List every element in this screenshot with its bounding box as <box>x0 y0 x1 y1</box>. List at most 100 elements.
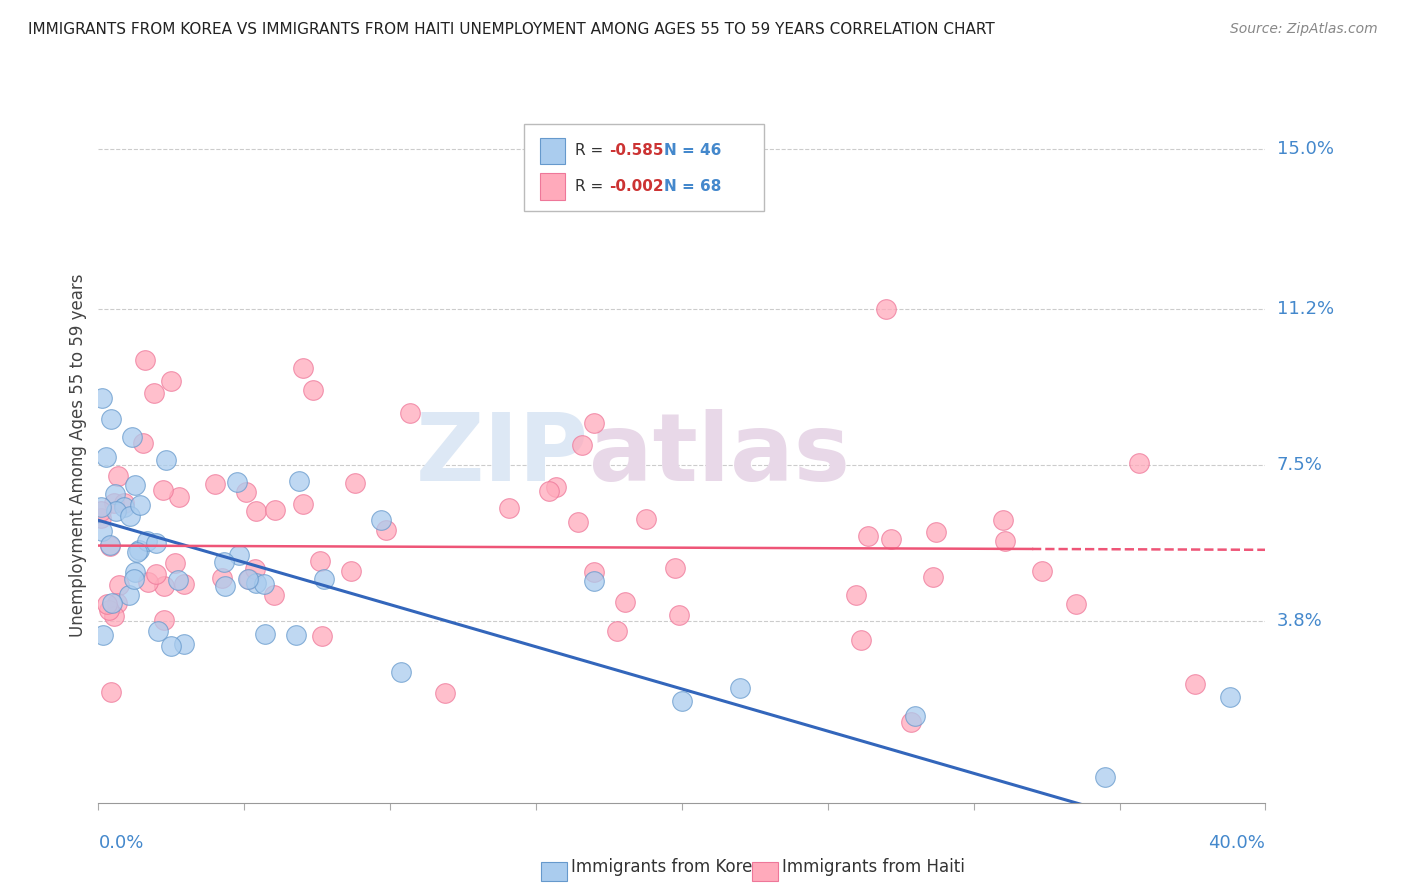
Point <box>173 577 195 591</box>
Point <box>875 302 897 317</box>
Point <box>100 538 122 552</box>
Point <box>849 633 872 648</box>
Text: -0.585: -0.585 <box>610 144 664 159</box>
Point <box>994 534 1017 549</box>
Point <box>96 597 118 611</box>
Point <box>122 572 145 586</box>
Point <box>991 513 1014 527</box>
Text: Immigrants from Korea: Immigrants from Korea <box>571 858 762 876</box>
Point <box>399 406 422 420</box>
Point <box>389 665 412 680</box>
Point <box>921 570 943 584</box>
Text: Immigrants from Haiti: Immigrants from Haiti <box>782 858 965 876</box>
Point <box>1219 690 1241 705</box>
Point <box>900 714 922 729</box>
Text: R =: R = <box>575 144 603 159</box>
Point <box>152 483 174 498</box>
FancyBboxPatch shape <box>524 124 763 211</box>
Point <box>160 639 183 653</box>
Point <box>153 613 176 627</box>
Point <box>100 412 122 426</box>
Point <box>226 475 249 489</box>
Point <box>108 578 131 592</box>
Point <box>544 480 567 494</box>
Text: IMMIGRANTS FROM KOREA VS IMMIGRANTS FROM HAITI UNEMPLOYMENT AMONG AGES 55 TO 59 : IMMIGRANTS FROM KOREA VS IMMIGRANTS FROM… <box>28 22 995 37</box>
Point <box>1184 676 1206 690</box>
Point <box>107 468 129 483</box>
Point <box>167 490 190 504</box>
Point <box>214 555 236 569</box>
Point <box>90 504 112 518</box>
Point <box>433 686 456 700</box>
Text: ZIP: ZIP <box>416 409 589 501</box>
Point <box>613 595 636 609</box>
Point <box>173 637 195 651</box>
Point <box>254 627 277 641</box>
Y-axis label: Unemployment Among Ages 55 to 59 years: Unemployment Among Ages 55 to 59 years <box>69 273 87 637</box>
Point <box>98 603 121 617</box>
Point <box>537 483 560 498</box>
Point <box>94 450 117 464</box>
Point <box>153 579 176 593</box>
Point <box>118 509 141 524</box>
Point <box>145 535 167 549</box>
Point <box>235 484 257 499</box>
Bar <box>540 137 565 164</box>
Point <box>311 629 333 643</box>
Point <box>252 577 274 591</box>
Point <box>1128 456 1150 470</box>
Point <box>135 534 157 549</box>
Point <box>370 513 392 527</box>
Point <box>880 533 903 547</box>
Point <box>163 556 186 570</box>
Point <box>91 524 114 539</box>
Point <box>105 504 128 518</box>
Point <box>167 573 190 587</box>
Point <box>1066 597 1088 611</box>
Text: N = 46: N = 46 <box>665 144 721 159</box>
Point <box>668 607 690 622</box>
Point <box>118 588 141 602</box>
Point <box>127 545 149 559</box>
Point <box>134 353 156 368</box>
Text: 7.5%: 7.5% <box>1277 457 1323 475</box>
Bar <box>540 173 565 200</box>
Point <box>1094 771 1116 785</box>
Point <box>583 417 606 431</box>
Text: -0.002: -0.002 <box>610 179 664 194</box>
Point <box>136 575 159 590</box>
Point <box>264 503 287 517</box>
Point <box>100 684 122 698</box>
Point <box>375 523 398 537</box>
Point <box>664 560 686 574</box>
Point <box>285 628 308 642</box>
Point <box>288 475 311 489</box>
Text: R =: R = <box>575 179 603 194</box>
Point <box>606 624 628 638</box>
Point <box>145 567 167 582</box>
Point <box>567 515 589 529</box>
Point <box>160 374 183 388</box>
Point <box>582 565 605 579</box>
Text: N = 68: N = 68 <box>665 179 721 194</box>
Point <box>228 549 250 563</box>
Point <box>571 437 593 451</box>
Point <box>925 524 948 539</box>
Point <box>728 681 751 695</box>
Point <box>309 554 332 568</box>
Point <box>124 565 146 579</box>
Text: 0.0%: 0.0% <box>98 834 143 852</box>
Point <box>105 596 128 610</box>
Point <box>245 504 267 518</box>
Text: Source: ZipAtlas.com: Source: ZipAtlas.com <box>1230 22 1378 37</box>
Point <box>112 496 135 510</box>
Text: 3.8%: 3.8% <box>1277 613 1322 631</box>
Point <box>90 511 112 525</box>
Point <box>238 572 260 586</box>
Point <box>129 498 152 512</box>
Point <box>340 564 363 578</box>
Point <box>104 487 127 501</box>
Point <box>291 361 314 376</box>
Point <box>91 627 114 641</box>
Point <box>904 709 927 723</box>
